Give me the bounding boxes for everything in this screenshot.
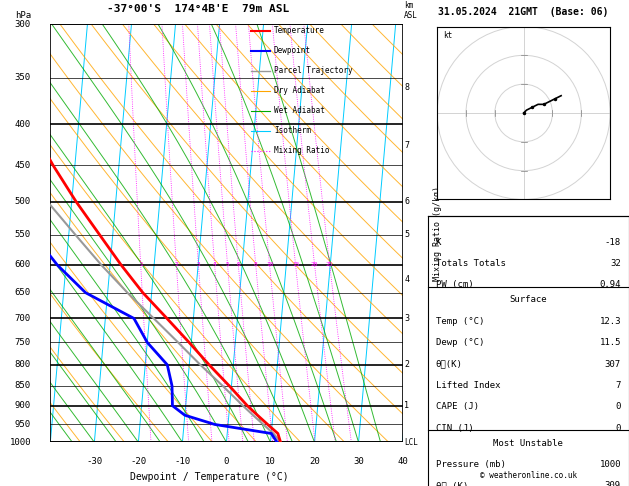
Text: 7: 7 — [404, 141, 409, 150]
Text: 30: 30 — [353, 457, 364, 466]
Text: Temp (°C): Temp (°C) — [436, 317, 484, 326]
Text: 0: 0 — [224, 457, 229, 466]
Text: 25: 25 — [326, 262, 333, 267]
Text: 800: 800 — [15, 360, 31, 369]
Text: Dewpoint: Dewpoint — [274, 46, 311, 55]
Text: 3: 3 — [404, 314, 409, 323]
Text: -30: -30 — [86, 457, 103, 466]
Text: -18: -18 — [605, 238, 621, 247]
Text: 20: 20 — [309, 457, 320, 466]
Text: Parcel Trajectory: Parcel Trajectory — [274, 66, 353, 75]
Text: 5: 5 — [404, 230, 409, 239]
Text: K: K — [436, 238, 441, 247]
Text: 309: 309 — [605, 482, 621, 486]
Text: -20: -20 — [130, 457, 147, 466]
Text: 0: 0 — [616, 424, 621, 433]
Text: Most Unstable: Most Unstable — [493, 439, 564, 448]
Text: 8: 8 — [404, 83, 409, 92]
Text: 5: 5 — [226, 262, 230, 267]
Text: 10: 10 — [265, 457, 276, 466]
Text: km
ASL: km ASL — [404, 0, 418, 20]
Text: © weatheronline.co.uk: © weatheronline.co.uk — [480, 471, 577, 480]
Text: 307: 307 — [605, 360, 621, 368]
Text: 700: 700 — [15, 314, 31, 323]
Text: PW (cm): PW (cm) — [436, 280, 474, 290]
Text: Lifted Index: Lifted Index — [436, 381, 500, 390]
Text: 0.94: 0.94 — [599, 280, 621, 290]
Text: Wet Adiabat: Wet Adiabat — [274, 106, 325, 115]
Text: 550: 550 — [15, 230, 31, 239]
Text: 350: 350 — [15, 73, 31, 82]
Text: LCL: LCL — [404, 438, 418, 447]
Text: 40: 40 — [397, 457, 408, 466]
Text: Dry Adiabat: Dry Adiabat — [274, 86, 325, 95]
Text: Mixing Ratio (g/kg): Mixing Ratio (g/kg) — [433, 186, 442, 281]
Text: 6: 6 — [237, 262, 240, 267]
Text: hPa: hPa — [15, 11, 31, 20]
Text: 950: 950 — [15, 420, 31, 429]
Text: 600: 600 — [15, 260, 31, 269]
Text: 2: 2 — [174, 262, 178, 267]
Text: 7: 7 — [616, 381, 621, 390]
Text: 300: 300 — [15, 20, 31, 29]
Text: 1000: 1000 — [599, 460, 621, 469]
Text: Surface: Surface — [509, 295, 547, 304]
Text: Dewp (°C): Dewp (°C) — [436, 338, 484, 347]
Text: Dewpoint / Temperature (°C): Dewpoint / Temperature (°C) — [130, 471, 288, 482]
Text: -37°00'S  174°4B'E  79m ASL: -37°00'S 174°4B'E 79m ASL — [107, 4, 289, 14]
Text: 450: 450 — [15, 160, 31, 170]
Text: 2: 2 — [404, 360, 409, 369]
Text: 400: 400 — [15, 120, 31, 129]
Text: CIN (J): CIN (J) — [436, 424, 474, 433]
Text: 750: 750 — [15, 338, 31, 347]
Text: Pressure (mb): Pressure (mb) — [436, 460, 506, 469]
Text: 650: 650 — [15, 288, 31, 297]
Text: 0: 0 — [616, 402, 621, 411]
Text: 4: 4 — [404, 275, 409, 284]
Text: 900: 900 — [15, 401, 31, 410]
Text: 8: 8 — [254, 262, 258, 267]
Text: 20: 20 — [311, 262, 318, 267]
Text: 10: 10 — [266, 262, 274, 267]
Text: 15: 15 — [292, 262, 299, 267]
Text: 12.3: 12.3 — [599, 317, 621, 326]
Text: θᴇ(K): θᴇ(K) — [436, 360, 463, 368]
Text: kt: kt — [443, 31, 452, 40]
Text: 1: 1 — [404, 401, 409, 410]
Text: 1000: 1000 — [9, 438, 31, 447]
Text: 1: 1 — [139, 262, 143, 267]
Text: 11.5: 11.5 — [599, 338, 621, 347]
Text: 3: 3 — [196, 262, 200, 267]
Text: 32: 32 — [610, 259, 621, 268]
Text: Isotherm: Isotherm — [274, 126, 311, 136]
Text: 31.05.2024  21GMT  (Base: 06): 31.05.2024 21GMT (Base: 06) — [438, 7, 608, 17]
Text: θᴇ (K): θᴇ (K) — [436, 482, 468, 486]
Text: CAPE (J): CAPE (J) — [436, 402, 479, 411]
Text: Totals Totals: Totals Totals — [436, 259, 506, 268]
Text: -10: -10 — [174, 457, 191, 466]
Text: Temperature: Temperature — [274, 26, 325, 35]
Text: 6: 6 — [404, 197, 409, 206]
Text: 850: 850 — [15, 382, 31, 390]
Text: 500: 500 — [15, 197, 31, 206]
Text: 4: 4 — [213, 262, 216, 267]
Text: Mixing Ratio: Mixing Ratio — [274, 146, 330, 156]
